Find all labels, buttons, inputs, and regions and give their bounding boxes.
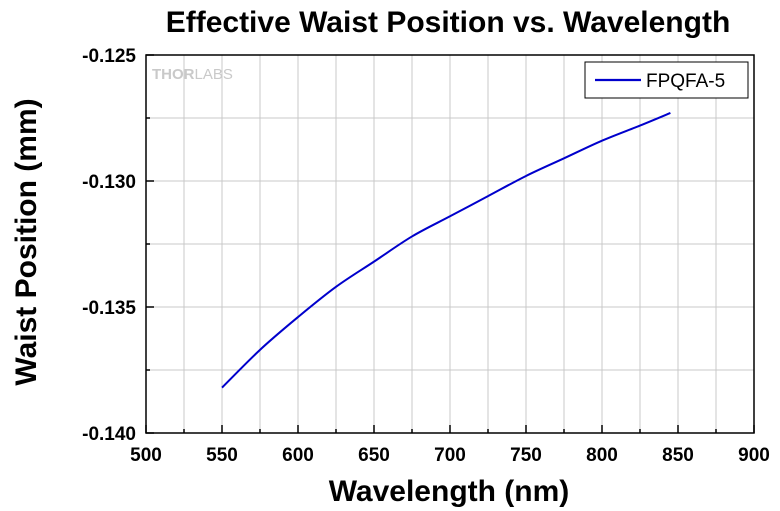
y-tick-label: -0.140 — [82, 424, 136, 445]
x-tick-label: 900 — [738, 445, 770, 466]
legend-label: FPQFA-5 — [646, 71, 725, 92]
x-tick-label: 850 — [662, 445, 694, 466]
series-layer — [221, 112, 671, 389]
x-tick-label: 550 — [206, 445, 238, 466]
watermark-labs: LABS — [195, 66, 233, 83]
y-tick-labels: -0.125 -0.130 -0.135 -0.140 — [82, 46, 136, 445]
x-tick-label: 800 — [586, 445, 618, 466]
y-tick-label: -0.125 — [82, 46, 136, 67]
x-tick-label: 700 — [434, 445, 466, 466]
y-tick-label: -0.130 — [82, 172, 136, 193]
x-tick-labels: 500 550 600 650 700 750 800 850 900 — [130, 445, 770, 466]
ticks — [145, 54, 755, 434]
grid — [146, 55, 754, 433]
watermark-thor: THOR — [152, 66, 195, 83]
svg-text:THORLABS: THORLABS — [152, 66, 233, 83]
x-tick-label: 750 — [510, 445, 542, 466]
y-tick-label: -0.135 — [82, 298, 136, 319]
y-axis-label: Waist Position (mm) — [10, 98, 43, 385]
x-tick-label: 600 — [282, 445, 314, 466]
series-line — [221, 112, 671, 389]
x-tick-label: 500 — [130, 445, 162, 466]
thorlabs-watermark: THORLABS — [152, 66, 233, 83]
chart-title: Effective Waist Position vs. Wavelength — [166, 6, 731, 39]
legend: FPQFA-5 — [584, 61, 749, 99]
x-axis-label: Wavelength (nm) — [329, 475, 570, 508]
x-tick-label: 650 — [358, 445, 390, 466]
